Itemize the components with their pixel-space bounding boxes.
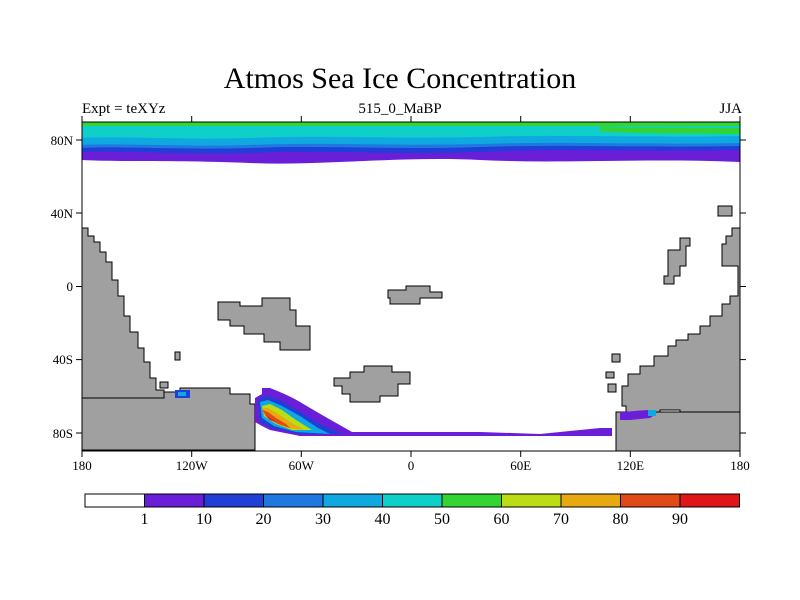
map-area (82, 122, 740, 451)
colorbar-box-3 (263, 493, 324, 508)
ice-s-80 (262, 408, 304, 430)
colorbar-box-1 (144, 493, 205, 508)
ice-s-100 (264, 414, 276, 422)
lon-label-120w: 120W (176, 458, 209, 473)
western-continent (82, 227, 165, 399)
lon-label-180e: 180 (730, 458, 750, 473)
colorbar-label-80: 80 (613, 511, 629, 528)
lat-label-40n: 40N (51, 206, 74, 221)
ice-w-30 (178, 392, 186, 396)
ice-band-50b (600, 126, 740, 134)
colorbar-label-30: 30 (315, 511, 331, 528)
colorbar-box-0 (84, 493, 145, 508)
season-label: JJA (719, 101, 742, 117)
southern-sea-ice (175, 388, 656, 436)
lat-label-0: 0 (67, 279, 74, 294)
lat-label-80n: 80N (51, 133, 74, 148)
colorbar-box-9 (620, 493, 681, 508)
central-landmass (217, 297, 311, 351)
equatorial-island (387, 285, 443, 305)
ice-band-60 (82, 122, 740, 126)
colorbar-box-6 (441, 493, 502, 508)
period-label: 515_0_MaBP (358, 101, 442, 117)
ice-se-1 (620, 410, 656, 420)
lon-label-60e: 60E (510, 458, 531, 473)
lat-label-40s: 40S (53, 352, 73, 367)
colorbar-label-60: 60 (494, 511, 510, 528)
ice-s-70 (262, 404, 312, 430)
colorbar-box-4 (322, 493, 383, 508)
lon-label-0: 0 (408, 458, 415, 473)
lon-label-60w: 60W (289, 458, 315, 473)
island-w (174, 351, 181, 361)
colorbar-box-8 (560, 493, 621, 508)
southern-land-west (82, 387, 256, 451)
colorbar-label-20: 20 (256, 511, 272, 528)
colorbar-label-40: 40 (375, 511, 391, 528)
island-se3 (607, 383, 617, 393)
island-se1 (611, 353, 621, 363)
arctic-sea-ice (82, 122, 740, 164)
lon-label-120e: 120E (617, 458, 645, 473)
colorbar: 1 10 20 30 40 50 60 70 80 90 (84, 493, 740, 528)
ice-band-40 (82, 122, 740, 139)
colorbar-label-70: 70 (553, 511, 569, 528)
colorbar-label-1: 1 (141, 511, 149, 528)
colorbar-label-50: 50 (434, 511, 450, 528)
experiment-label: Expt = teXYz (82, 101, 166, 117)
colorbar-label-10: 10 (196, 511, 212, 528)
lon-label-180w: 180 (72, 458, 92, 473)
ice-se-30 (648, 410, 656, 416)
map-title: Atmos Sea Ice Concentration (223, 62, 577, 95)
colorbar-box-10 (679, 493, 740, 508)
colorbar-box-7 (501, 493, 562, 508)
eastern-island (663, 237, 691, 285)
colorbar-label-90: 90 (672, 511, 688, 528)
island-w2 (159, 381, 169, 389)
tick-marks (76, 116, 746, 457)
southern-island (333, 365, 411, 403)
southern-land-east (615, 411, 740, 451)
lat-label-80s: 80S (53, 426, 73, 441)
land (82, 205, 740, 451)
island-se2 (605, 371, 615, 379)
colorbar-box-5 (382, 493, 443, 508)
colorbar-box-2 (203, 493, 264, 508)
ice-s-90 (262, 410, 290, 428)
island-ne (717, 205, 733, 217)
